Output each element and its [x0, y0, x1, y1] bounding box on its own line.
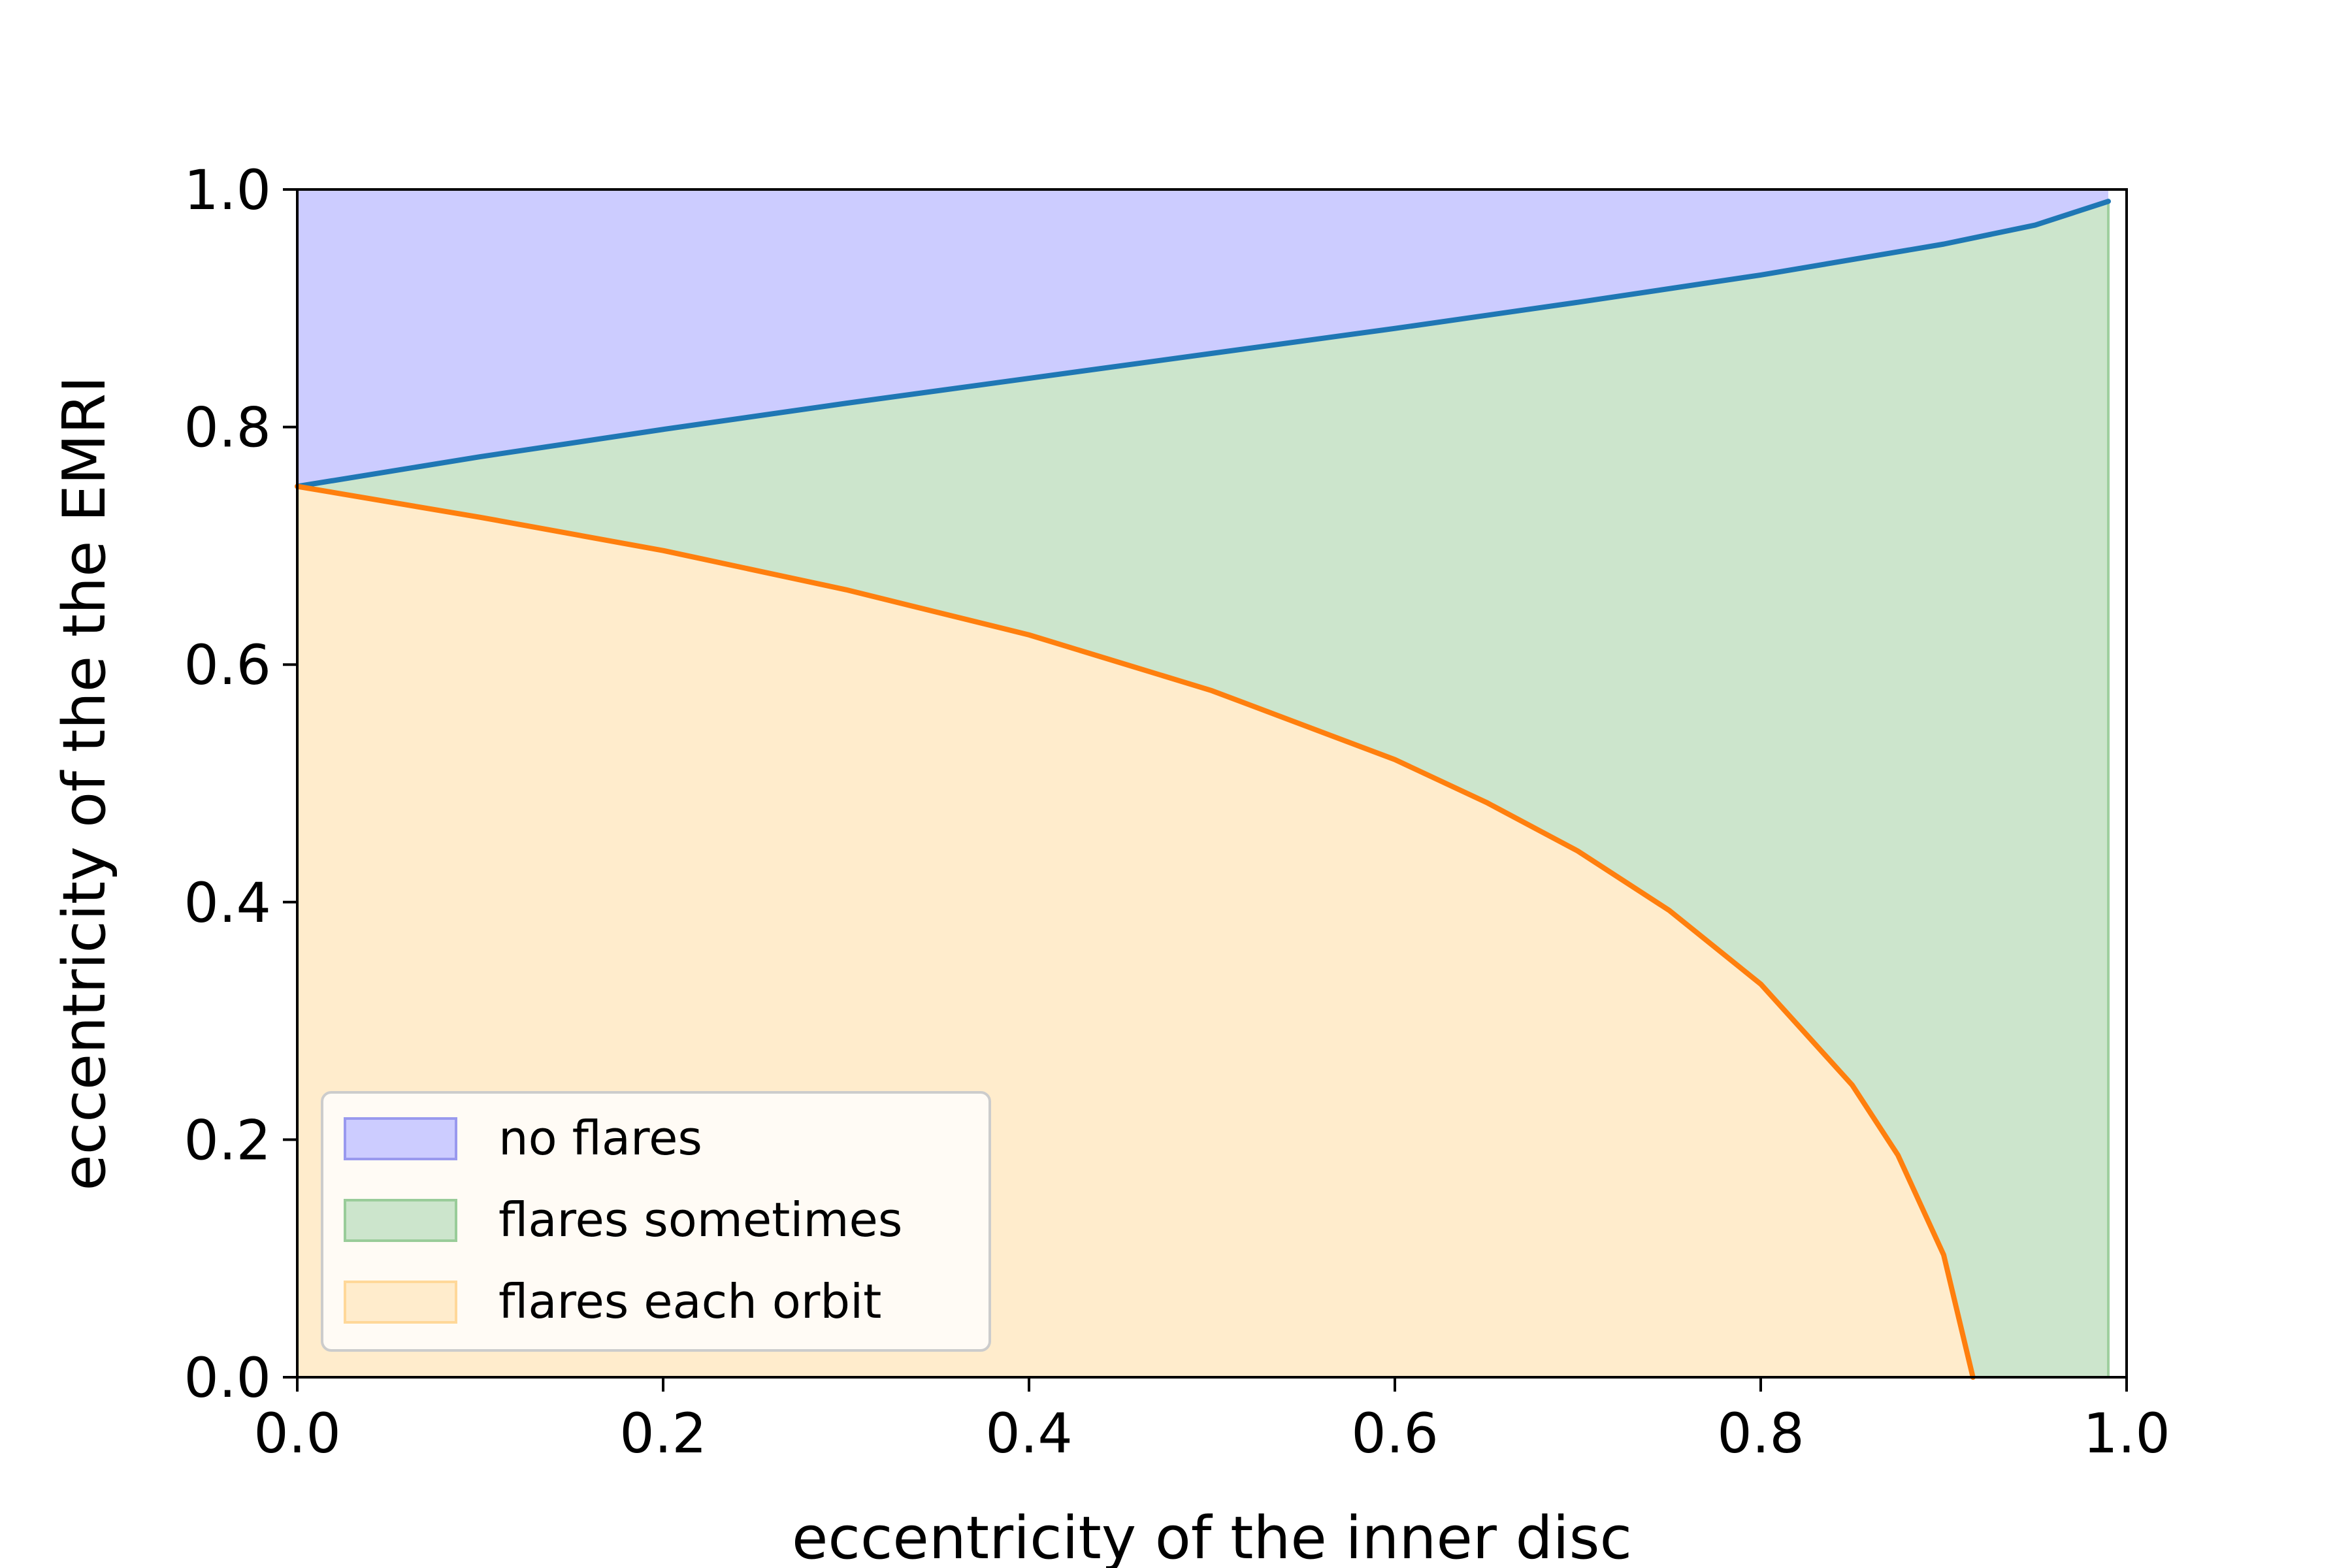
y-tick-label: 0.8	[184, 396, 271, 460]
x-tick-label: 0.2	[619, 1401, 707, 1465]
line-blue-boundary	[295, 199, 2111, 489]
fill-flares-sometimes	[297, 201, 2108, 1378]
x-tick-label: 0.6	[1351, 1401, 1439, 1465]
legend-label: flares each orbit	[498, 1274, 881, 1329]
y-tick-label: 1.0	[184, 158, 271, 222]
y-axis-ticks: 0.0 0.2 0.4 0.6 0.8 1.0	[184, 158, 297, 1410]
y-axis-label: eccentricity of the the EMRI	[50, 376, 119, 1190]
x-axis-label: eccentricity of the inner disc	[792, 1504, 1632, 1568]
y-tick-label: 0.4	[184, 871, 271, 935]
x-tick-label: 1.0	[2083, 1401, 2170, 1465]
line-orange-boundary	[295, 483, 1976, 1380]
y-tick-label: 0.6	[184, 633, 271, 697]
x-tick-label: 0.0	[253, 1401, 341, 1465]
legend-box	[321, 1091, 991, 1352]
boundary-lines	[295, 199, 2111, 1380]
x-tick-label: 0.4	[985, 1401, 1073, 1465]
legend-swatch	[344, 1117, 457, 1160]
plot-frame	[296, 188, 2128, 1379]
x-axis-ticks: 0.0 0.2 0.4 0.6 0.8 1.0	[253, 1377, 2170, 1465]
x-tick-label: 0.8	[1717, 1401, 1805, 1465]
legend: no flares flares sometimes flares each orb…	[321, 1091, 991, 1352]
legend-label: no flares	[498, 1111, 702, 1166]
legend-swatch	[344, 1281, 457, 1324]
legend-swatch	[344, 1199, 457, 1242]
y-tick-label: 0.0	[184, 1346, 271, 1410]
fill-no-flares	[297, 189, 2108, 487]
y-tick-label: 0.2	[184, 1108, 271, 1172]
legend-label: flares sometimes	[498, 1192, 902, 1247]
